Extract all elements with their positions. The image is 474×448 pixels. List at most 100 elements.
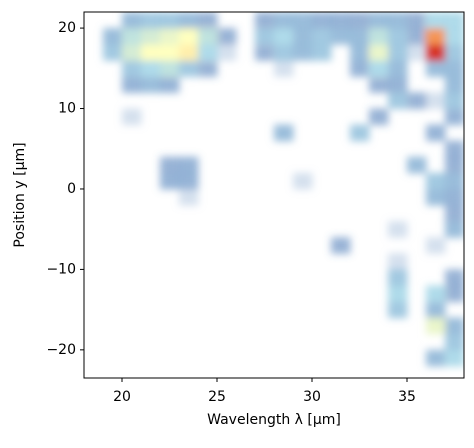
heatmap-cell: [426, 109, 446, 126]
heatmap-cell: [274, 109, 294, 126]
heatmap-cell: [179, 237, 199, 254]
heatmap-cell: [312, 125, 332, 142]
heatmap-cell: [160, 156, 180, 174]
heatmap-cell: [122, 350, 142, 367]
heatmap-cell: [369, 189, 389, 206]
heatmap-cell: [445, 237, 465, 254]
heatmap-cell: [84, 205, 104, 222]
heatmap-cell: [388, 92, 408, 110]
heatmap-cell: [293, 318, 313, 335]
heatmap-cell: [369, 157, 389, 174]
heatmap-cell: [217, 12, 237, 29]
heatmap-cell: [274, 302, 294, 319]
heatmap-cell: [122, 12, 142, 29]
heatmap-cell: [388, 189, 408, 206]
heatmap-cell: [407, 285, 427, 302]
heatmap-cell: [198, 28, 218, 45]
heatmap-cell: [236, 44, 256, 61]
heatmap-cell: [407, 318, 427, 335]
heatmap-cell: [236, 253, 256, 270]
heatmap-cell: [331, 28, 351, 45]
heatmap-cell: [369, 334, 389, 351]
heatmap-cell: [103, 173, 123, 190]
heatmap-cell: [407, 302, 427, 319]
heatmap-cell: [236, 157, 256, 174]
heatmap-cell: [198, 76, 218, 93]
heatmap-cell: [388, 237, 408, 254]
heatmap-cell: [255, 237, 275, 254]
heatmap-cell: [160, 125, 180, 142]
heatmap-cell: [388, 269, 408, 286]
heatmap-cell: [198, 92, 218, 109]
heatmap-cell: [236, 350, 256, 367]
heatmap-cell: [160, 350, 180, 367]
heatmap-cell: [350, 350, 370, 367]
heatmap-cell: [445, 140, 464, 158]
heatmap-cell: [312, 318, 332, 335]
heatmap-cell: [236, 237, 256, 254]
heatmap-cell: [103, 12, 123, 29]
heatmap-cell: [141, 221, 161, 238]
heatmap-cell: [103, 237, 123, 254]
heatmap-cell: [293, 125, 313, 142]
heatmap-cell: [122, 108, 142, 126]
heatmap-cell: [84, 334, 104, 351]
heatmap-cell: [407, 28, 427, 45]
heatmap-cell: [312, 141, 332, 158]
heatmap-cell: [312, 76, 332, 93]
heatmap-cell: [293, 189, 313, 206]
heatmap-cell: [388, 301, 408, 319]
heatmap-cell: [103, 302, 123, 319]
heatmap-cell: [255, 28, 275, 45]
heatmap-cell: [122, 60, 142, 77]
heatmap-cell: [331, 237, 351, 254]
heatmap-cell: [84, 302, 104, 319]
heatmap-cell: [331, 334, 351, 351]
heatmap-cell: [84, 189, 104, 206]
heatmap-cell: [179, 92, 199, 109]
heatmap-cell: [369, 318, 389, 335]
heatmap-cell: [350, 141, 370, 158]
heatmap-cell: [160, 28, 180, 45]
heatmap-cell: [331, 302, 351, 319]
heatmap-cell: [84, 157, 104, 174]
heatmap-cell: [198, 141, 218, 158]
heatmap-cell: [198, 205, 218, 222]
heatmap-cell: [255, 141, 275, 158]
heatmap-cell: [388, 334, 408, 351]
heatmap-cell: [407, 141, 427, 158]
heatmap-cell: [217, 253, 237, 270]
heatmap-cell: [84, 221, 104, 238]
heatmap-cell: [160, 302, 180, 319]
heatmap-cell: [426, 76, 446, 93]
heatmap-cell: [350, 124, 370, 142]
heatmap-cell: [350, 237, 370, 254]
y-tick-label: 0: [67, 181, 76, 197]
heatmap-cell: [369, 269, 389, 286]
heatmap-cell: [331, 269, 351, 286]
heatmap-cell: [179, 334, 199, 351]
heatmap-cell: [255, 60, 275, 77]
heatmap-cell: [103, 141, 123, 158]
heatmap-cell: [445, 333, 464, 351]
heatmap-cell: [388, 12, 408, 29]
heatmap-cell: [350, 205, 370, 222]
heatmap-cell: [331, 318, 351, 335]
heatmap-cell: [179, 350, 199, 367]
heatmap-cell: [445, 76, 464, 93]
heatmap-cell: [407, 237, 427, 254]
heatmap-cell: [293, 141, 313, 158]
heatmap-cell: [388, 157, 408, 174]
heatmap-cell: [179, 269, 199, 286]
heatmap-cell: [350, 253, 370, 270]
heatmap-cell: [236, 189, 256, 206]
heatmap-cell: [407, 253, 427, 270]
heatmap-cell: [255, 221, 275, 238]
heatmap-cell: [350, 221, 370, 238]
heatmap-cell: [160, 334, 180, 351]
heatmap-cell: [426, 317, 446, 335]
heatmap-cell: [331, 76, 351, 93]
heatmap-cell: [236, 125, 256, 142]
heatmap-cell: [274, 173, 294, 190]
heatmap-cell: [445, 172, 464, 190]
